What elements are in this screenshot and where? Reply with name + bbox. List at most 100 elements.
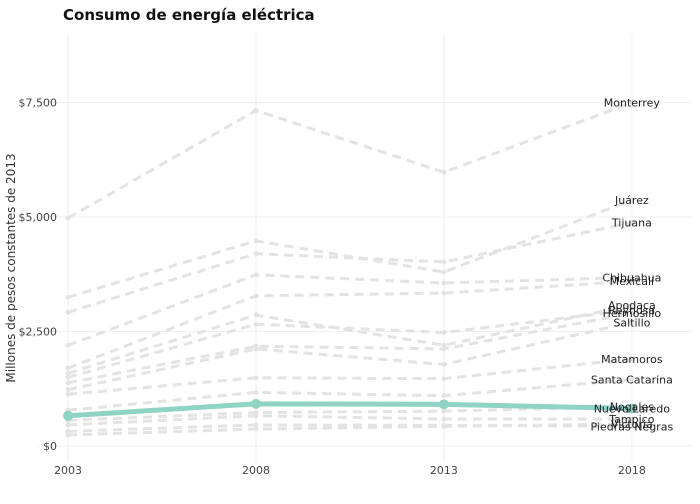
data-point (65, 387, 71, 393)
series-end-label: Monterrey (604, 97, 661, 110)
data-point (441, 280, 447, 286)
series-line-mexicali (67, 279, 632, 370)
series-end-label: Reynosa (609, 304, 656, 317)
series-line-piedras-negras (68, 423, 632, 433)
y-axis-title: Millones de pesos constantes de 2013 (4, 153, 18, 382)
series-line-matamoros (67, 357, 633, 396)
series-line-monterrey (67, 101, 633, 220)
y-tick-label: $0 (43, 440, 57, 453)
data-point (253, 321, 259, 327)
series-end-label: Tijuana (611, 217, 652, 230)
series-end-label: Saltillo (613, 316, 650, 329)
data-point (65, 380, 71, 386)
series-end-label: Juárez (614, 194, 649, 207)
data-point (253, 238, 259, 244)
series-line-reynosa (67, 308, 633, 379)
data-point (441, 259, 447, 265)
data-point-highlighted (251, 398, 261, 409)
data-point (253, 375, 259, 381)
y-tick-label: $5,000 (19, 211, 58, 224)
data-point (629, 275, 635, 281)
data-point (629, 302, 635, 308)
data-point (253, 312, 259, 318)
data-point (441, 342, 447, 348)
x-tick-label: 2013 (430, 464, 458, 477)
data-point (441, 329, 447, 335)
data-point (253, 422, 259, 428)
data-point (65, 365, 71, 371)
data-point (629, 278, 635, 284)
data-point (441, 169, 447, 175)
series-line-victoria (68, 422, 632, 437)
x-tick-label: 2018 (618, 464, 646, 477)
data-point (629, 416, 635, 422)
data-point (629, 356, 635, 362)
chart-title: Consumo de energía eléctrica (63, 6, 315, 24)
data-point (441, 346, 447, 352)
data-point (65, 309, 71, 315)
data-point-highlighted (626, 403, 637, 414)
series-end-label: Matamoros (601, 353, 663, 366)
series-line-apodaca (67, 303, 633, 375)
data-point (65, 432, 71, 438)
series-end-label: Chihuahua (602, 272, 661, 285)
series-line-highlighted (67, 401, 632, 419)
series-line-juárez (67, 198, 633, 299)
data-point (65, 370, 71, 376)
data-point (65, 428, 71, 434)
y-tick-label: $2,500 (19, 326, 58, 339)
data-point (65, 422, 71, 428)
data-point (65, 391, 71, 397)
data-point (253, 107, 259, 113)
data-point (253, 413, 259, 419)
data-point (65, 215, 71, 221)
series-end-label: Nogales (610, 401, 655, 414)
data-point (629, 197, 635, 203)
data-point (441, 376, 447, 382)
data-point (253, 272, 259, 278)
data-point (629, 220, 635, 226)
x-tick-label: 2008 (242, 464, 270, 477)
data-point (441, 423, 447, 429)
series-end-label: Piedras Negras (591, 420, 674, 433)
series-line-santa-catarina (67, 378, 632, 412)
data-point (253, 251, 259, 257)
series-end-label: Santa Catarina (591, 374, 673, 387)
series-line-saltillo (67, 320, 633, 392)
data-point (441, 290, 447, 296)
data-point (441, 393, 447, 399)
series-end-label: Victoria (611, 418, 653, 431)
data-point (253, 346, 259, 352)
data-point (65, 374, 71, 380)
data-point (441, 408, 447, 414)
series-end-label: Tampico (608, 413, 654, 426)
series-end-label: Mexicali (610, 275, 655, 288)
x-tick-label: 2003 (54, 464, 82, 477)
series-end-label: Hermosillo (603, 307, 662, 320)
data-point-highlighted (63, 410, 74, 421)
data-point (629, 421, 635, 427)
series-end-label: Apodaca (608, 299, 656, 312)
data-point (629, 377, 635, 383)
data-point (441, 416, 447, 422)
y-tick-label: $7,500 (19, 97, 58, 110)
data-point (253, 293, 259, 299)
series-end-label: Nuevo Laredo (594, 402, 671, 415)
data-point (253, 426, 259, 432)
series-line-nogales (68, 405, 632, 422)
series-line-tampico (67, 414, 632, 427)
series-line-tijuana (67, 221, 633, 314)
data-point (629, 100, 635, 106)
data-point (65, 342, 71, 348)
data-point (629, 310, 635, 316)
data-point (65, 294, 71, 300)
data-point (441, 269, 447, 275)
data-point-highlighted (438, 399, 449, 410)
data-point (441, 361, 447, 367)
series-line-hermosillo (67, 311, 633, 385)
data-point (253, 389, 259, 395)
data-point (629, 319, 635, 325)
series-line-chihuahua (67, 273, 632, 347)
